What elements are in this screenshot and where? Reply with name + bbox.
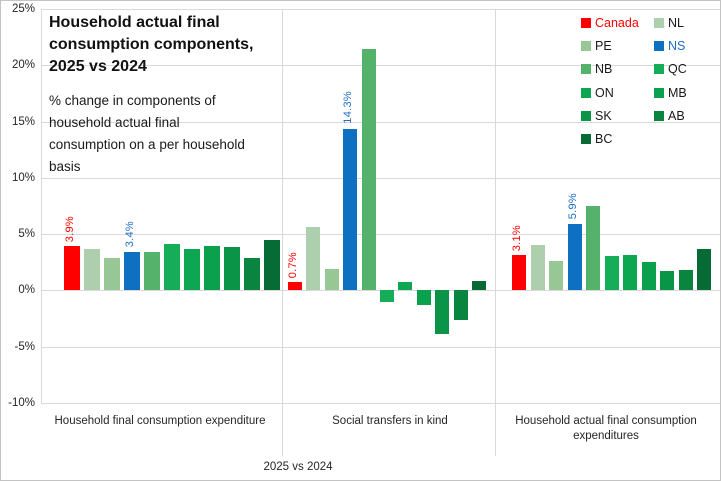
plot-border-left xyxy=(41,9,42,403)
bar-on-cat1 xyxy=(184,249,200,290)
data-label-ns-cat1: 3.4% xyxy=(124,220,136,247)
gridline--5pct xyxy=(41,347,720,348)
category-separator-1 xyxy=(282,9,283,456)
legend-item-on: ON xyxy=(581,85,614,101)
legend-swatch-nl xyxy=(654,18,664,28)
legend-item-sk: SK xyxy=(581,108,612,124)
legend-label-pe: PE xyxy=(595,39,612,53)
bar-canada-cat1 xyxy=(64,246,80,290)
gridline-20pct xyxy=(41,65,720,66)
bar-qc-cat3 xyxy=(605,256,619,290)
bar-mb-cat2 xyxy=(417,290,431,305)
bar-pe-cat2 xyxy=(325,269,339,290)
legend-swatch-ns xyxy=(654,41,664,51)
gridline--10pct xyxy=(41,403,720,404)
category-label-1: Household final consumption expenditure xyxy=(54,415,266,427)
legend-label-bc: BC xyxy=(595,132,613,146)
bar-bc-cat1 xyxy=(264,240,280,290)
legend-item-mb: MB xyxy=(654,85,687,101)
legend-swatch-on xyxy=(581,88,591,98)
bar-nl-cat3 xyxy=(531,245,545,290)
bar-pe-cat1 xyxy=(104,258,120,290)
gridline-25pct xyxy=(41,9,720,10)
y-tick-15: 15% xyxy=(11,116,35,128)
legend-item-ab: AB xyxy=(654,108,685,124)
bar-canada-cat3 xyxy=(512,255,526,290)
bar-on-cat2 xyxy=(398,282,412,290)
bar-sk-cat3 xyxy=(660,271,674,290)
bar-nl-cat2 xyxy=(306,227,320,290)
bar-canada-cat2 xyxy=(288,282,302,290)
bar-mb-cat3 xyxy=(642,262,656,290)
legend-swatch-canada xyxy=(581,18,591,28)
category-label-2: Social transfers in kind xyxy=(332,415,448,427)
legend-item-ns: NS xyxy=(654,38,685,54)
y-tick-25: 25% xyxy=(11,3,35,15)
bar-ab-cat2 xyxy=(454,290,468,320)
y-tick--5: -5% xyxy=(14,341,35,353)
legend-label-ns: NS xyxy=(668,39,686,53)
y-tick-0: 0% xyxy=(18,284,35,296)
legend-item-qc: QC xyxy=(654,61,687,77)
bar-ns-cat3 xyxy=(568,224,582,290)
y-tick-10: 10% xyxy=(11,172,35,184)
bar-ab-cat1 xyxy=(244,258,260,290)
y-tick-5: 5% xyxy=(18,228,35,240)
bar-ab-cat3 xyxy=(679,270,693,290)
legend-item-canada: Canada xyxy=(581,15,639,31)
legend-label-qc: QC xyxy=(668,62,687,76)
bar-nb-cat3 xyxy=(586,206,600,290)
legend-item-nb: NB xyxy=(581,61,612,77)
data-label-canada-cat2: 0.7% xyxy=(287,251,299,278)
legend-label-nl: NL xyxy=(668,16,684,30)
category-label-3: Household actual final consumption expen… xyxy=(515,415,697,442)
bar-qc-cat2 xyxy=(380,290,394,302)
bar-bc-cat3 xyxy=(697,249,711,290)
legend-item-nl: NL xyxy=(654,15,684,31)
category-separator-2 xyxy=(495,9,496,456)
bar-qc-cat1 xyxy=(164,244,180,290)
data-label-ns-cat2: 14.3% xyxy=(342,91,354,124)
legend-swatch-pe xyxy=(581,41,591,51)
legend-swatch-qc xyxy=(654,64,664,74)
y-tick-20: 20% xyxy=(11,59,35,71)
legend-label-nb: NB xyxy=(595,62,613,76)
bar-bc-cat2 xyxy=(472,281,486,290)
bar-nl-cat1 xyxy=(84,249,100,290)
legend-label-ab: AB xyxy=(668,109,685,123)
legend-swatch-bc xyxy=(581,134,591,144)
gridline-5pct xyxy=(41,234,720,235)
bar-pe-cat3 xyxy=(549,261,563,290)
legend-swatch-sk xyxy=(581,111,591,121)
data-label-ns-cat3: 5.9% xyxy=(567,192,579,219)
legend-label-on: ON xyxy=(595,86,614,100)
legend-swatch-ab xyxy=(654,111,664,121)
gridline-10pct xyxy=(41,178,720,179)
bar-ns-cat1 xyxy=(124,252,140,290)
bar-nb-cat1 xyxy=(144,252,160,290)
bar-nb-cat2 xyxy=(362,49,376,290)
bar-ns-cat2 xyxy=(343,129,357,290)
bar-sk-cat1 xyxy=(224,247,240,290)
legend-swatch-nb xyxy=(581,64,591,74)
gridline-15pct xyxy=(41,122,720,123)
bar-sk-cat2 xyxy=(435,290,449,334)
bar-mb-cat1 xyxy=(204,246,220,290)
bar-on-cat3 xyxy=(623,255,637,290)
chart-subtitle: % change in components of household actu… xyxy=(49,93,245,174)
y-tick--10: -10% xyxy=(8,397,35,409)
data-label-canada-cat1: 3.9% xyxy=(64,215,76,242)
legend-swatch-mb xyxy=(654,88,664,98)
x-axis-title: 2025 vs 2024 xyxy=(263,461,333,473)
legend-label-mb: MB xyxy=(668,86,687,100)
legend-item-pe: PE xyxy=(581,38,612,54)
legend-item-bc: BC xyxy=(581,131,612,147)
chart-title: Household actual final consumption compo… xyxy=(49,14,254,75)
data-label-canada-cat3: 3.1% xyxy=(511,224,523,251)
legend-label-sk: SK xyxy=(595,109,612,123)
legend-label-canada: Canada xyxy=(595,16,639,30)
